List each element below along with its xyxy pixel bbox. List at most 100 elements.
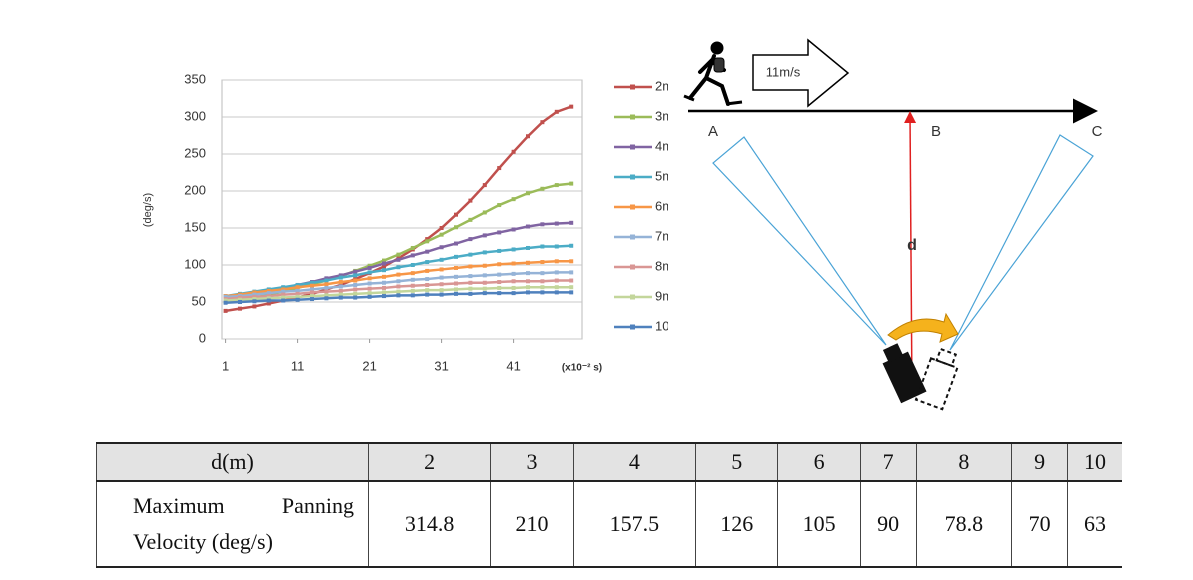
point	[554, 244, 559, 249]
point	[324, 296, 329, 301]
speed-label: 11m/s	[766, 64, 801, 79]
point	[526, 134, 530, 139]
point	[281, 292, 286, 297]
point	[569, 290, 574, 295]
table-cell: 4	[572, 442, 696, 482]
point	[468, 264, 473, 269]
point	[324, 285, 329, 290]
point	[382, 294, 386, 299]
legend-marker	[630, 144, 635, 150]
point	[526, 260, 530, 265]
point	[454, 212, 458, 217]
legend-marker	[630, 234, 635, 240]
point	[396, 257, 401, 262]
point	[396, 279, 401, 284]
point	[396, 272, 401, 277]
point	[468, 217, 473, 222]
point-label: C	[1092, 123, 1103, 140]
point	[295, 297, 300, 302]
point	[324, 289, 329, 294]
point	[338, 292, 343, 297]
table-cell: 8	[915, 442, 1012, 482]
point	[281, 289, 286, 294]
y-tick-label: 100	[184, 256, 206, 271]
point	[482, 250, 487, 255]
point	[526, 290, 530, 295]
point	[540, 244, 545, 249]
table-cell: 314.8	[367, 481, 491, 568]
point	[569, 270, 574, 275]
table-cell: 78.8	[915, 481, 1012, 568]
point	[382, 290, 386, 295]
table-cell: 63	[1066, 481, 1122, 568]
table-cell: 9	[1011, 442, 1068, 482]
table-cell: 5	[695, 442, 778, 482]
point	[266, 288, 271, 293]
point	[439, 226, 444, 230]
point	[295, 291, 300, 296]
point	[468, 280, 473, 285]
legend-marker	[630, 264, 635, 270]
point	[439, 275, 444, 280]
point	[410, 277, 415, 282]
point	[497, 280, 502, 285]
point	[454, 254, 458, 259]
point	[367, 276, 372, 281]
point	[482, 286, 487, 291]
legend-label: 9m	[655, 288, 673, 303]
point	[295, 282, 300, 287]
rotate-arrow	[887, 312, 959, 343]
series-line	[225, 182, 572, 304]
point	[281, 298, 286, 303]
point	[223, 300, 228, 305]
point	[252, 292, 257, 297]
point	[569, 181, 574, 186]
point	[540, 260, 545, 265]
point	[554, 259, 559, 264]
point	[310, 294, 314, 299]
table-cell: 70	[1011, 481, 1068, 568]
x-tick-label: 31	[434, 358, 448, 373]
point	[382, 280, 386, 285]
point	[425, 282, 430, 287]
point	[338, 273, 343, 278]
table-cell: 105	[777, 481, 861, 568]
legend-marker	[630, 174, 635, 180]
point-label: A	[708, 123, 718, 140]
legend-label: 6m	[655, 198, 673, 213]
point	[439, 282, 444, 287]
legend-label: 10m	[655, 318, 680, 333]
table-cell: Maximum Panning Velocity (deg/s)	[96, 481, 369, 568]
legend-label: 5m	[655, 168, 673, 183]
point	[468, 198, 473, 203]
point	[338, 280, 343, 285]
point	[511, 227, 516, 232]
point	[353, 278, 358, 283]
point	[310, 283, 314, 288]
legend-label: 8m	[655, 258, 673, 273]
point	[439, 292, 444, 297]
legend-marker	[630, 294, 635, 300]
table-cell: 7	[859, 442, 917, 482]
point	[238, 295, 242, 300]
point	[338, 295, 343, 300]
point	[382, 264, 386, 269]
point	[482, 291, 487, 296]
point	[252, 294, 257, 299]
table-cell: 126	[695, 481, 778, 568]
point	[425, 277, 430, 282]
y-tick-label: 300	[184, 108, 206, 123]
y-tick-label: 50	[192, 293, 206, 308]
data-row: Maximum Panning Velocity (deg/s) 314.8 210…	[96, 481, 1122, 568]
point	[497, 291, 502, 296]
point	[526, 271, 530, 276]
point	[324, 276, 329, 281]
point	[497, 285, 502, 290]
point	[238, 300, 242, 304]
point	[266, 296, 271, 301]
point	[382, 258, 386, 263]
point	[238, 306, 242, 311]
y-axis-label: (deg/s)	[142, 193, 154, 227]
point	[569, 243, 574, 248]
